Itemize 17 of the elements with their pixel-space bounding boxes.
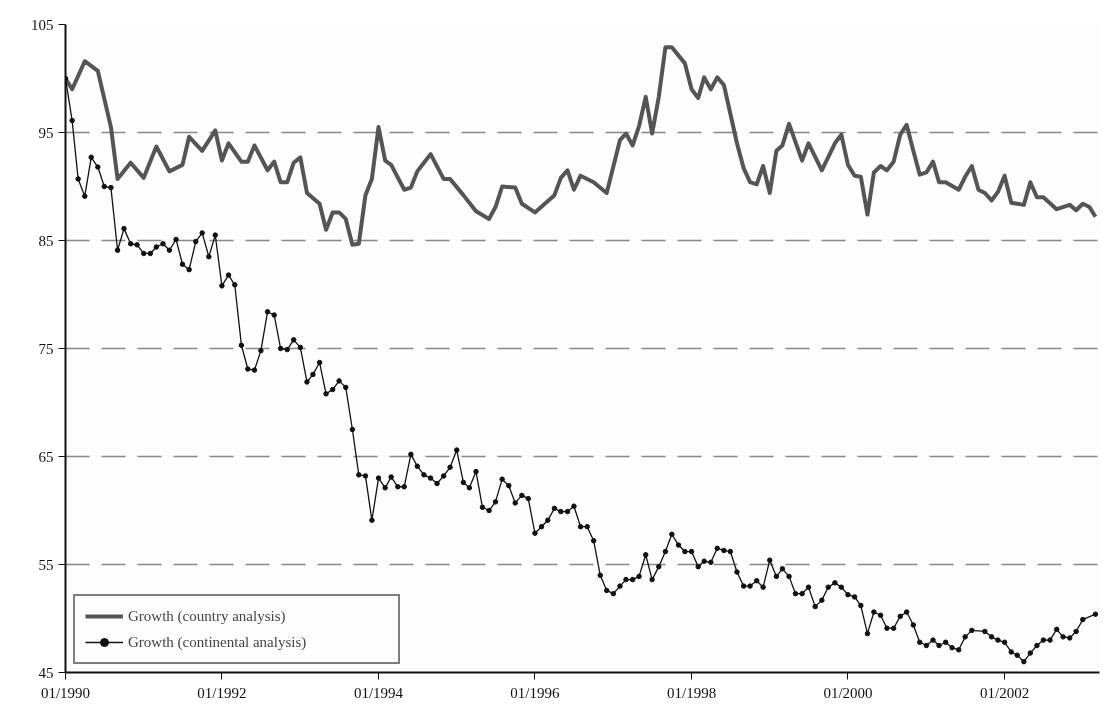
legend-label: Growth (country analysis)	[128, 607, 287, 625]
legend-label: Growth (continental analysis)	[128, 633, 308, 651]
y-tick-label: 45	[38, 664, 54, 681]
y-tick-label: 95	[38, 124, 54, 141]
x-tick-label: 01/1990	[40, 684, 91, 701]
line-series	[65, 45, 1098, 247]
x-tick-label: 01/1996	[510, 684, 561, 701]
x-tick-label: 01/1994	[353, 684, 404, 701]
x-tick-label: 01/1992	[197, 684, 247, 701]
y-tick-label: 75	[38, 340, 54, 357]
y-tick-label: 85	[38, 232, 54, 249]
y-tick-label: 105	[31, 16, 54, 33]
y-tick-label: 65	[38, 448, 54, 465]
x-tick-label: 01/2002	[980, 684, 1030, 701]
x-tick-label: 01/2000	[823, 684, 873, 701]
y-tick-label: 55	[38, 556, 54, 573]
x-tick-label: 01/1998	[666, 684, 717, 701]
